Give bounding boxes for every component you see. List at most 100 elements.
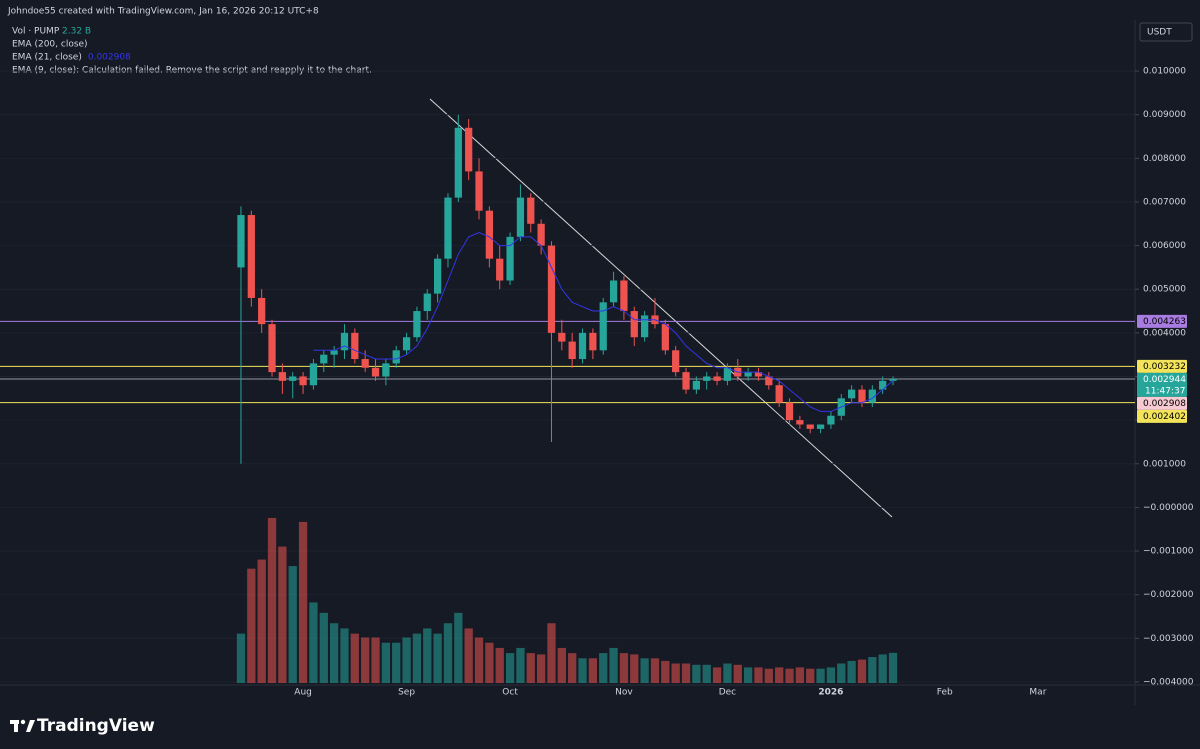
brand: TradingView	[37, 716, 155, 736]
close-time: 11:47:37	[1145, 386, 1185, 396]
volume-bar	[516, 647, 525, 683]
volume-bar	[443, 623, 453, 683]
candle-body	[237, 215, 245, 268]
candle-body	[278, 372, 286, 381]
candle-body	[816, 424, 825, 429]
candle-body	[340, 332, 349, 351]
x-tick-label: Sep	[398, 688, 415, 698]
candle-body	[754, 372, 763, 377]
volume-bar	[568, 653, 577, 683]
legend-ema21: EMA (21, close)	[12, 53, 82, 63]
candle-body	[309, 363, 318, 386]
candle-body	[661, 324, 669, 351]
volume-bar	[485, 642, 494, 683]
volume-bar	[712, 667, 722, 683]
volume-bar	[329, 623, 339, 683]
candle-body	[465, 127, 473, 172]
candle-body	[609, 280, 618, 303]
volume-bar	[775, 667, 784, 683]
x-tick-label: Oct	[502, 688, 518, 698]
volume-bar	[433, 633, 442, 683]
volume-bar	[806, 668, 815, 683]
volume-bar	[412, 633, 422, 683]
candle-body	[402, 337, 411, 351]
price-tag-label: 0.002908	[1143, 399, 1186, 409]
volume-bar	[743, 667, 753, 683]
y-tick-label: −0.003000	[1143, 634, 1194, 644]
volume-bar	[847, 660, 856, 683]
candle-body	[765, 376, 773, 386]
volume-bar	[692, 664, 701, 683]
volume-bar	[423, 628, 432, 683]
volume-bar	[630, 654, 639, 683]
candle-body	[299, 376, 307, 386]
candle-body	[413, 311, 421, 338]
candle-body	[371, 367, 380, 377]
candle-body	[444, 197, 452, 259]
candle-body	[713, 376, 721, 381]
candle-body	[599, 302, 607, 351]
candle-body	[796, 420, 804, 425]
trend-line	[429, 98, 893, 518]
volume-bar	[588, 658, 598, 683]
volume-bar	[816, 668, 825, 683]
ema-line	[313, 231, 894, 412]
volume-bar	[278, 546, 287, 683]
volume-bar	[257, 559, 266, 683]
volume-bar	[650, 658, 660, 683]
volume-bar	[723, 663, 732, 683]
y-tick-label: 0.004000	[1143, 328, 1186, 338]
candle-body	[641, 315, 649, 338]
candle-body	[785, 402, 794, 421]
volume	[236, 518, 898, 683]
volume-bar	[795, 667, 805, 683]
candle-body	[454, 127, 462, 198]
candle-body	[485, 210, 493, 259]
y-tick-label: −0.002000	[1143, 590, 1194, 600]
y-tick-label: 0.007000	[1143, 197, 1186, 207]
volume-bar	[878, 654, 887, 683]
legend-ema9: EMA (9, close): Calculation failed. Remo…	[12, 66, 372, 76]
currency: USDT	[1147, 28, 1172, 38]
volume-bar	[702, 664, 711, 683]
candle-body	[361, 359, 369, 368]
legend: Vol · PUMP 2.32 B EMA (200, close) EMA (…	[12, 27, 372, 76]
y-tick-label: −0.001000	[1143, 547, 1194, 557]
x-tick-label: Feb	[937, 688, 953, 698]
volume-bar	[371, 637, 380, 683]
candle-body	[723, 367, 732, 381]
candle-body	[775, 385, 783, 403]
candle-body	[630, 311, 638, 338]
price-tag	[1137, 359, 1187, 373]
y-tick-label: 0.006000	[1143, 241, 1186, 251]
volume-bar	[474, 637, 484, 683]
candle-body	[703, 376, 711, 381]
volume-bar	[454, 612, 463, 683]
volume-bar	[340, 628, 349, 683]
volume-bar	[764, 668, 773, 683]
volume-bar	[557, 647, 566, 683]
candle-body	[558, 332, 566, 342]
candle-body	[879, 380, 887, 390]
price-tag-label: 0.002402	[1143, 412, 1186, 422]
volume-bar	[526, 653, 535, 683]
volume-bar	[298, 521, 308, 683]
currency-box[interactable]	[1139, 22, 1193, 42]
volume-bar	[888, 652, 898, 683]
candle-body	[516, 197, 525, 237]
volume-bar	[247, 568, 256, 683]
y-tick-label: 0.008000	[1143, 154, 1186, 164]
volume-bar	[361, 637, 370, 683]
candle-body	[330, 350, 338, 355]
candle-body	[692, 380, 700, 390]
y-tick-label: −0.004000	[1143, 677, 1194, 687]
candle-body	[258, 297, 266, 325]
credit: Johndoe55 created with TradingView.com, …	[7, 7, 319, 17]
price-tag	[1137, 372, 1187, 397]
volume-bar	[785, 668, 794, 683]
volume-bar	[619, 653, 629, 683]
y-tick-label: −0.000000	[1143, 503, 1194, 513]
volume-bar	[381, 642, 391, 683]
price-tag-label: 0.002944	[1143, 375, 1186, 385]
